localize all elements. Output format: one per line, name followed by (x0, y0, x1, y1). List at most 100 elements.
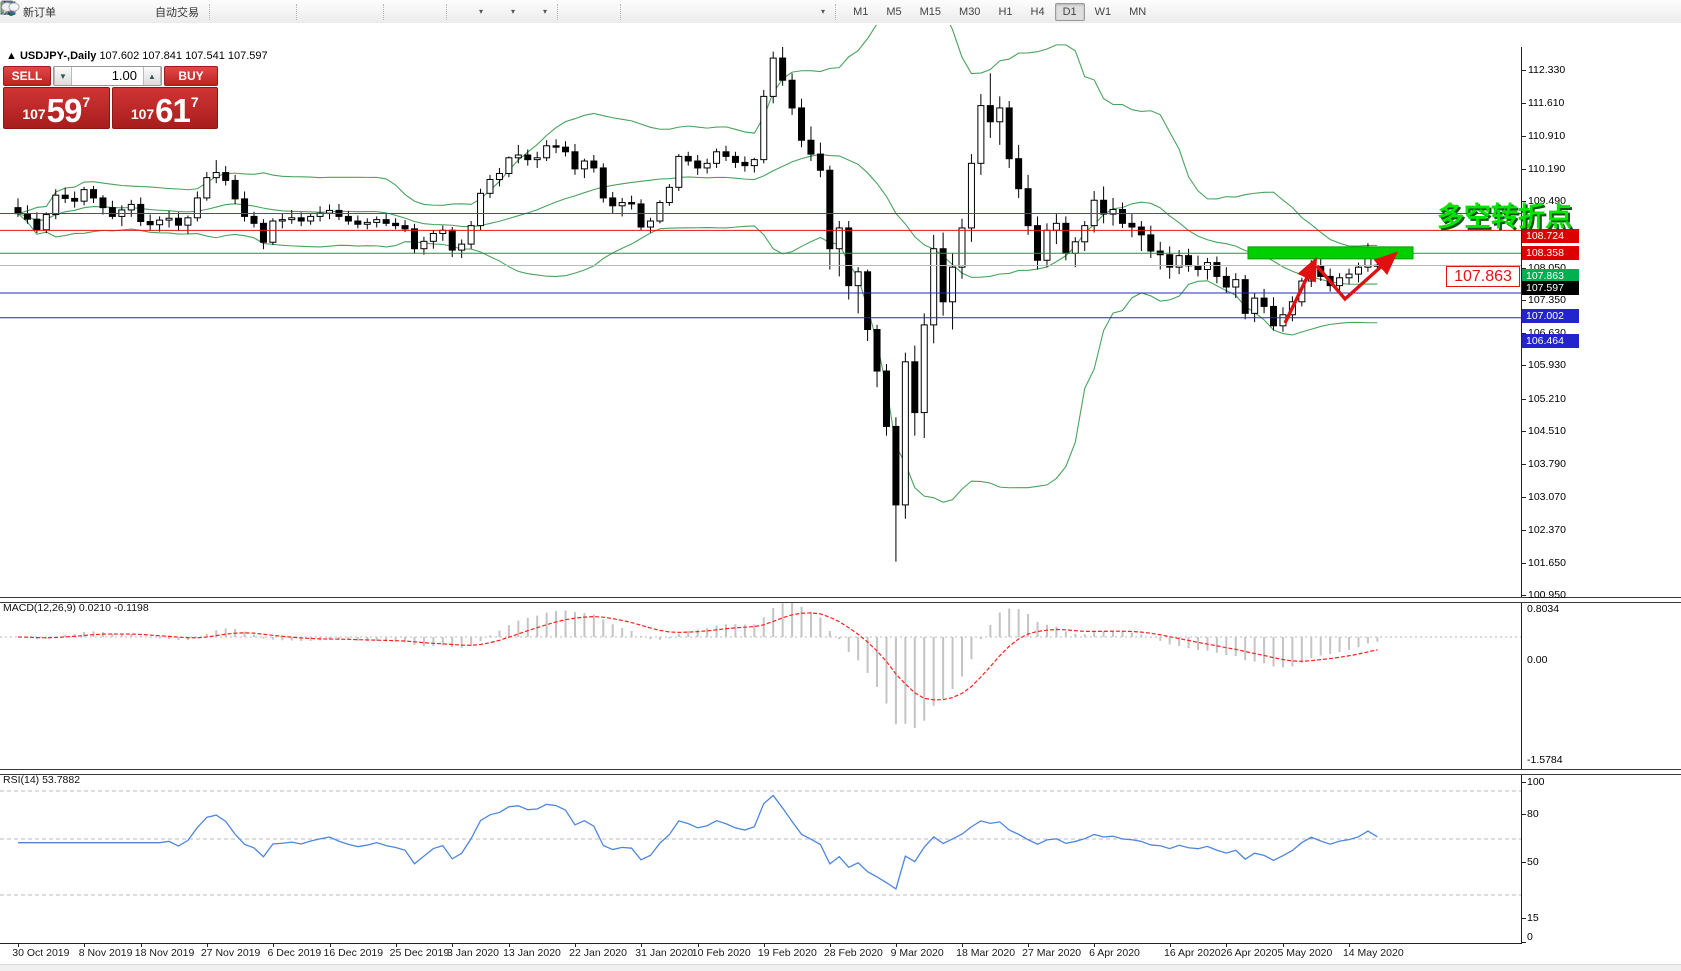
date-tick-mark (206, 943, 208, 947)
timeframe-button-W1[interactable]: W1 (1094, 5, 1112, 18)
signals-button[interactable] (1, 1, 132, 22)
timeframe-button-H1[interactable]: H1 (998, 5, 1013, 18)
new-order-label: 新订单 (23, 6, 56, 19)
macd-label: MACD(12,26,9) 0.0210 -0.1198 (3, 602, 149, 614)
price-tick-mark (1521, 135, 1526, 137)
text-tool-button[interactable]: A (4, 1, 773, 22)
price-badge-107.002: 107.002 (1522, 308, 1579, 323)
date-label: 6 Dec 2019 (267, 947, 322, 959)
chart-symbol-label: USDJPY-,Daily (19, 50, 97, 62)
timeframe-button-M5[interactable]: M5 (886, 5, 902, 18)
date-tick-mark (962, 943, 963, 947)
price-tick-mark (1521, 299, 1526, 301)
macd-axis-label: 0.00 (1527, 654, 1548, 666)
date-label: 16 Apr 2020 (1164, 947, 1221, 959)
volume-decrease-button[interactable]: ▼ (54, 67, 72, 85)
line-chart-icon (0, 2, 286, 20)
volume-input[interactable]: 1.00 (72, 67, 143, 85)
date-tick-mark (895, 943, 897, 947)
template-button[interactable]: ▾ (0, 2, 551, 22)
shapes-button[interactable]: ▾ (1, 2, 829, 22)
zoom-in-button[interactable] (2, 2, 329, 22)
pane-separator[interactable] (0, 597, 1681, 603)
vertical-line-icon (7, 2, 649, 20)
date-label: 28 Feb 2020 (823, 947, 883, 959)
timeframe-button-M30[interactable]: M30 (959, 5, 981, 18)
zoom-in-icon (2, 2, 325, 20)
cursor-button[interactable] (4, 1, 590, 22)
text-tool-icon: A (4, 1, 769, 20)
tile-windows-button[interactable] (0, 1, 377, 22)
dropdown-arrow-icon: ▾ (511, 7, 516, 16)
candlestick-chart-button[interactable] (2, 1, 266, 22)
template-icon (0, 2, 539, 20)
date-tick-mark (508, 943, 510, 947)
rsi-tick-mark (1521, 782, 1526, 783)
terminals-icon (0, 2, 104, 20)
timeframe-button-H4[interactable]: H4 (1030, 5, 1045, 18)
autotrading-icon (1, 3, 152, 20)
crosshair-button[interactable] (2, 2, 614, 22)
buy-price-display[interactable]: 107 61 7 (111, 87, 218, 129)
autotrading-label: 自动交易 (155, 6, 199, 19)
candlestick-chart-icon (2, 1, 262, 20)
date-label: 26 Apr 2020 (1220, 947, 1278, 959)
fibonacci-icon: E (2, 1, 721, 20)
period-button[interactable]: ▾ (1, 1, 519, 22)
date-tick-mark (272, 943, 274, 947)
price-tick-mark (1521, 365, 1526, 367)
label-tool-button[interactable]: T (1, 2, 797, 22)
vertical-line-button[interactable] (7, 2, 653, 22)
chart-shift-icon (3, 2, 436, 20)
timeframe-button-M15[interactable]: M15 (919, 5, 942, 18)
date-tick-mark (1349, 943, 1351, 947)
date-tick-mark (18, 943, 19, 947)
auto-scroll-button[interactable] (2, 2, 416, 22)
volume-increase-button[interactable]: ▲ (143, 67, 161, 85)
bar-chart-button[interactable] (2, 2, 242, 22)
autotrading-button[interactable]: 自动交易 (1, 2, 203, 22)
search-icon[interactable] (1, 1, 1641, 20)
add-indicator-button[interactable]: ▾ (0, 1, 487, 22)
chat-icon[interactable] (1, 2, 1667, 20)
chart-shift-button[interactable] (3, 2, 440, 22)
timeframe-button-M1[interactable]: M1 (853, 5, 869, 18)
date-tick-mark (1169, 943, 1171, 947)
history-center-button[interactable] (1, 2, 84, 22)
price-tick-label: 101.650 (1528, 556, 1566, 569)
collapse-panel-icon[interactable]: ▲ (6, 50, 17, 62)
market-watch-button[interactable] (0, 2, 108, 22)
buy-price-prefix: 107 (130, 106, 155, 122)
new-order-button[interactable]: 新订单 (0, 0, 60, 22)
timeframe-button-MN[interactable]: MN (1129, 5, 1147, 18)
price-tick-mark (1521, 267, 1526, 269)
price-badge-106.464: 106.464 (1522, 333, 1579, 348)
pane-separator[interactable] (0, 769, 1681, 775)
zoom-out-button[interactable] (2, 2, 353, 22)
horizontal-line-button[interactable] (2, 2, 677, 22)
date-tick-mark (329, 943, 331, 947)
price-tick-mark (1521, 201, 1526, 203)
trendline-icon (2, 2, 697, 20)
sell-button[interactable]: SELL (3, 66, 51, 86)
buy-button[interactable]: BUY (164, 66, 218, 86)
sell-price-display[interactable]: 107 59 7 (3, 87, 110, 129)
grid-tool-button[interactable]: F (2, 2, 749, 22)
line-chart-button[interactable] (0, 2, 290, 22)
price-tick-mark (1521, 398, 1526, 400)
auto-scroll-icon (2, 2, 412, 20)
buy-price-sup: 7 (190, 94, 199, 110)
date-label: 18 Mar 2020 (956, 947, 1016, 959)
fibonacci-button[interactable]: E (2, 1, 725, 22)
bar-chart-icon (2, 2, 238, 20)
timeframe-button-D1[interactable]: D1 (1054, 2, 1085, 21)
date-tick-mark (574, 943, 576, 947)
rsi-tick-mark (1521, 862, 1526, 863)
price-tick-mark (1521, 430, 1526, 432)
date-label: 30 Oct 2019 (12, 947, 70, 959)
rsi-tick-mark (1521, 918, 1526, 919)
date-tick-mark (452, 943, 454, 947)
trendline-button[interactable] (2, 2, 701, 22)
price-tick-label: 105.210 (1528, 392, 1566, 405)
price-badge-108.724: 108.724 (1522, 229, 1579, 244)
